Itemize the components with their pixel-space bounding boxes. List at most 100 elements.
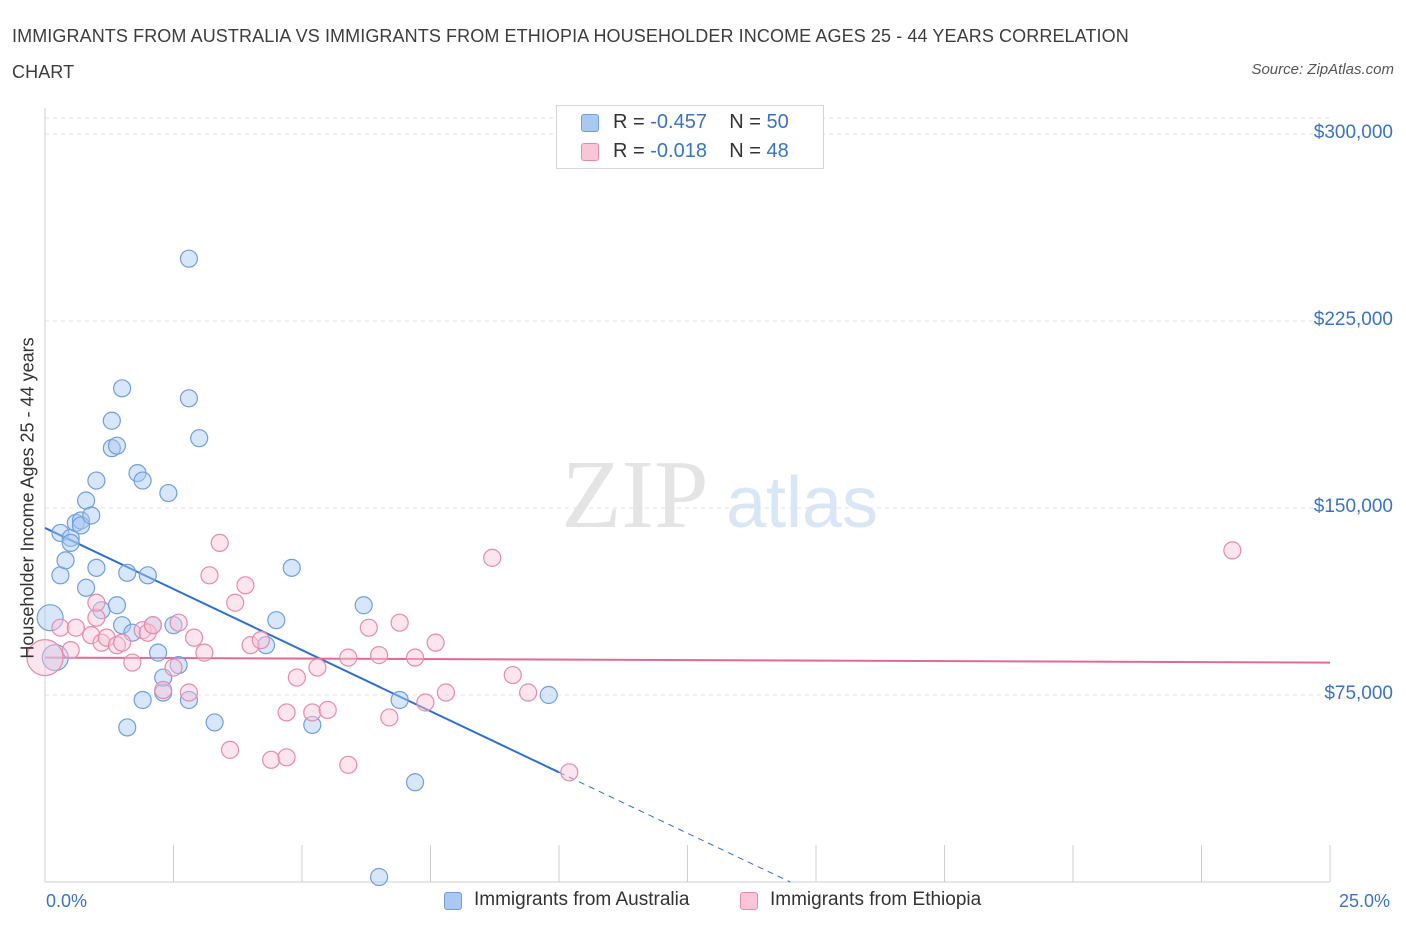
point-ethiopia-11	[123, 653, 142, 672]
legend-r-label: R =	[613, 111, 645, 133]
point-australia-6	[61, 533, 80, 553]
point-ethiopia-29	[277, 748, 296, 767]
point-australia-0	[36, 604, 64, 632]
point-australia-33	[159, 483, 178, 503]
point-australia-39	[190, 429, 209, 448]
point-australia-40	[205, 713, 224, 732]
point-ethiopia-36	[339, 648, 358, 667]
point-ethiopia-3	[66, 618, 85, 637]
point-australia-48	[405, 773, 425, 792]
point-australia-14	[87, 558, 106, 577]
y-tick-label-0: $75,000	[1324, 683, 1393, 704]
point-australia-10	[77, 578, 96, 597]
trend-line-extension-australia	[558, 771, 791, 883]
point-ethiopia-14	[143, 616, 163, 635]
point-ethiopia-43	[426, 633, 445, 652]
point-australia-38	[179, 249, 199, 268]
point-ethiopia-0	[26, 638, 64, 677]
point-ethiopia-45	[483, 548, 502, 567]
data-points	[26, 249, 1242, 887]
point-australia-37	[179, 690, 199, 710]
point-ethiopia-25	[236, 576, 255, 595]
point-australia-27	[133, 690, 152, 710]
point-ethiopia-26	[241, 636, 260, 655]
series-label-ethiopia: Immigrants from Ethiopia	[770, 889, 982, 910]
point-australia-17	[107, 436, 127, 455]
watermark-atlas: atlas	[726, 463, 878, 543]
x-tick-label-max: 25.0%	[1339, 891, 1391, 911]
point-ethiopia-41	[405, 648, 425, 667]
point-ethiopia-46	[503, 665, 522, 685]
point-ethiopia-20	[195, 643, 214, 662]
point-ethiopia-1	[51, 618, 70, 637]
point-ethiopia-21	[200, 566, 219, 585]
point-ethiopia-27	[251, 631, 270, 650]
point-ethiopia-39	[380, 708, 399, 727]
point-ethiopia-40	[390, 613, 409, 632]
point-ethiopia-28	[262, 750, 281, 769]
point-ethiopia-16	[164, 658, 183, 677]
series-label-australia: Immigrants from Australia	[474, 889, 690, 910]
x-tick-label-min: 0.0%	[46, 891, 88, 911]
point-ethiopia-6	[87, 593, 106, 612]
point-ethiopia-17	[169, 613, 188, 632]
chart-title: IMMIGRANTS FROM AUSTRALIA VS IMMIGRANTS …	[12, 26, 1129, 82]
point-australia-13	[87, 471, 106, 490]
legend-swatch-ethiopia	[581, 143, 599, 161]
point-australia-22	[118, 718, 137, 737]
legend-n-label: N =	[729, 140, 761, 162]
point-australia-42	[267, 611, 286, 630]
point-australia-36	[179, 389, 199, 408]
legend-n-label: N =	[729, 111, 761, 133]
point-australia-28	[138, 566, 157, 585]
point-ethiopia-2	[61, 641, 80, 660]
point-ethiopia-34	[318, 700, 337, 720]
point-australia-45	[354, 596, 373, 615]
point-ethiopia-4	[82, 626, 101, 645]
point-australia-23	[118, 563, 137, 582]
series-swatch-australia	[444, 892, 462, 910]
y-tick-label-1: $150,000	[1313, 496, 1393, 517]
point-ethiopia-18	[179, 683, 199, 702]
point-ethiopia-7	[92, 633, 111, 652]
y-axis-label: Householder Income Ages 25 - 44 years	[17, 337, 38, 659]
point-australia-43	[303, 715, 322, 735]
legend-swatch-australia	[581, 114, 599, 132]
point-australia-4	[56, 551, 75, 570]
point-ethiopia-32	[303, 703, 322, 722]
point-australia-47	[390, 690, 409, 710]
y-tick-label-2: $225,000	[1313, 309, 1393, 330]
legend-n-value-ethiopia: 48	[766, 140, 789, 162]
point-ethiopia-19	[184, 628, 204, 647]
point-ethiopia-49	[1223, 541, 1242, 560]
point-ethiopia-35	[339, 755, 358, 774]
y-tick-label-3: $300,000	[1313, 122, 1393, 143]
correlation-legend: R = -0.457 N = 50 R = -0.018 N = 48	[556, 105, 824, 169]
trend-lines	[44, 527, 1331, 883]
point-ethiopia-47	[519, 683, 538, 702]
point-australia-46	[370, 867, 389, 887]
point-ethiopia-37	[359, 618, 378, 637]
watermark-zip: ZIP	[562, 441, 709, 549]
point-ethiopia-33	[308, 658, 327, 677]
point-ethiopia-42	[416, 693, 435, 712]
point-australia-12	[82, 506, 101, 525]
point-ethiopia-22	[210, 533, 229, 553]
point-australia-30	[148, 643, 168, 662]
point-ethiopia-24	[226, 593, 245, 612]
point-australia-49	[539, 685, 558, 705]
point-ethiopia-31	[287, 668, 306, 687]
trend-line-australia	[44, 527, 560, 774]
point-australia-41	[256, 636, 276, 655]
trend-line-ethiopia	[44, 656, 1331, 664]
series-swatch-ethiopia	[740, 892, 758, 910]
axes	[44, 108, 1331, 883]
legend-n-value-australia: 50	[766, 111, 789, 133]
point-ethiopia-10	[112, 633, 132, 652]
point-australia-26	[133, 471, 152, 490]
legend-r-label: R =	[613, 140, 645, 162]
point-australia-44	[282, 558, 301, 577]
point-ethiopia-38	[370, 646, 389, 665]
point-ethiopia-5	[87, 608, 106, 627]
point-australia-21	[112, 379, 132, 398]
